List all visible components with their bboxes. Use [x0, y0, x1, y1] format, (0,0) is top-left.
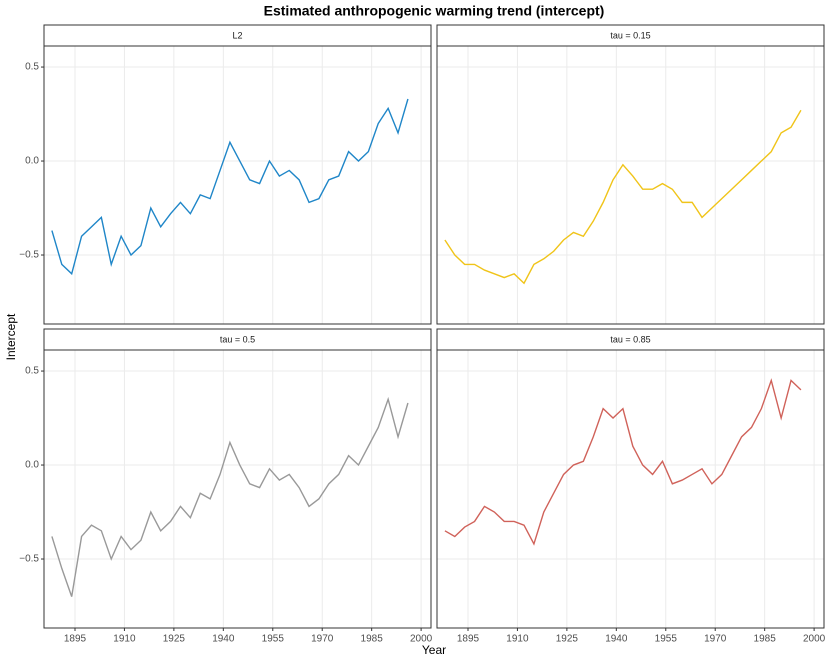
panel-background [437, 46, 824, 324]
y-tick-label: 0.0 [25, 156, 39, 167]
line [444, 378, 802, 546]
x-axis-label: Year [422, 643, 446, 657]
x-tick-label: 1985 [754, 634, 777, 645]
x-tick-label: 1925 [556, 634, 579, 645]
panel-background [44, 46, 431, 324]
strip [43, 328, 432, 351]
line [444, 109, 802, 285]
strip-label: L2 [232, 30, 242, 40]
x-tick-label: 1955 [655, 634, 678, 645]
chart-title: Estimated anthropogenic warming trend (i… [264, 3, 605, 19]
x-tick-label: 1940 [605, 634, 628, 645]
x-tick-label: 1955 [262, 634, 285, 645]
y-tick-label: 0.5 [25, 366, 39, 377]
x-tick-label: 1895 [457, 634, 480, 645]
line [51, 396, 409, 597]
x-tick-label: 1970 [311, 634, 334, 645]
panel-background [44, 350, 431, 628]
x-tick-label: 1910 [113, 634, 136, 645]
y-tick-label: −0.5 [19, 554, 39, 565]
strip [436, 328, 825, 351]
strip [43, 24, 432, 47]
x-tick-label: 1985 [361, 634, 384, 645]
strip [436, 24, 825, 47]
x-tick-label: 1925 [163, 634, 186, 645]
x-tick-label: 1895 [64, 634, 87, 645]
y-axis-label: Intercept [4, 313, 18, 360]
x-tick-label: 1970 [704, 634, 727, 645]
line [51, 98, 409, 276]
x-tick-label: 2000 [803, 634, 826, 645]
y-tick-label: −0.5 [19, 250, 39, 261]
strip-label: tau = 0.85 [610, 334, 650, 344]
x-tick-label: 1940 [212, 634, 235, 645]
strip-label: tau = 0.15 [610, 30, 650, 40]
panel-background [437, 350, 824, 628]
x-tick-label: 1910 [506, 634, 529, 645]
y-tick-label: 0.5 [25, 62, 39, 73]
strip-label: tau = 0.5 [220, 334, 255, 344]
x-tick-label: 2000 [410, 634, 433, 645]
y-tick-label: 0.0 [25, 460, 39, 471]
